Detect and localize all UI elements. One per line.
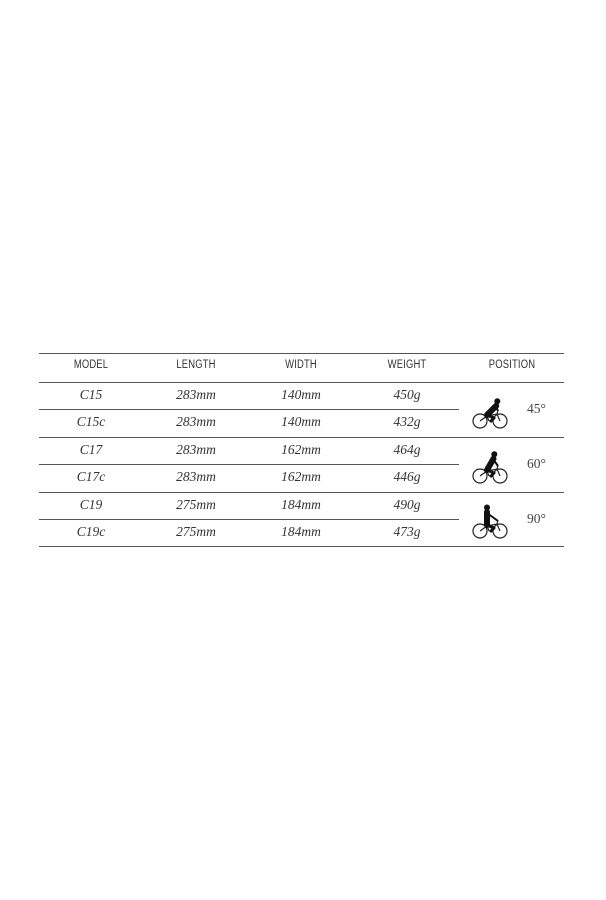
position-angle: 90°: [527, 510, 546, 526]
cell-weight: 432g: [393, 414, 421, 430]
cell-length: 275mm: [176, 496, 216, 512]
cell-weight: 446g: [393, 469, 421, 485]
header-width: WIDTH: [285, 359, 317, 371]
cell-weight: 464g: [393, 441, 421, 457]
divider: [39, 436, 564, 438]
cell-length: 275mm: [176, 524, 216, 539]
cell-length: 283mm: [176, 441, 216, 457]
cyclist-icon: [470, 445, 510, 485]
cell-model: C15c: [76, 414, 106, 430]
cell-width: 140mm: [281, 414, 321, 430]
position-angle: 45°: [527, 401, 546, 416]
cell-length: 283mm: [176, 414, 216, 430]
divider: [39, 382, 564, 383]
cell-weight: 473g: [393, 524, 421, 539]
cell-width: 184mm: [281, 524, 321, 539]
cell-weight: 450g: [393, 387, 421, 402]
cell-model: C19: [79, 496, 103, 512]
position-angle: 60°: [527, 455, 546, 471]
cell-weight: 490g: [393, 496, 421, 512]
divider: [39, 546, 564, 548]
header-position: POSITION: [488, 359, 536, 371]
divider: [39, 464, 459, 466]
cell-width: 162mm: [281, 469, 321, 485]
cyclist-icon: [470, 390, 510, 430]
divider: [39, 519, 459, 520]
cyclist-icon: [470, 500, 510, 540]
cell-model: C17c: [76, 469, 106, 485]
header-weight: WEIGHT: [387, 359, 427, 371]
header-length: LENGTH: [176, 359, 216, 371]
cell-width: 140mm: [281, 387, 321, 402]
cell-width: 162mm: [281, 441, 321, 457]
cell-model: C15: [79, 387, 103, 402]
cell-model: C19c: [76, 524, 106, 539]
cell-length: 283mm: [176, 469, 216, 485]
cell-model: C17: [79, 441, 103, 457]
cell-width: 184mm: [281, 496, 321, 512]
divider: [39, 409, 459, 411]
cell-length: 283mm: [176, 387, 216, 402]
header-model: MODEL: [73, 359, 109, 371]
divider: [39, 491, 564, 493]
divider: [39, 353, 564, 354]
